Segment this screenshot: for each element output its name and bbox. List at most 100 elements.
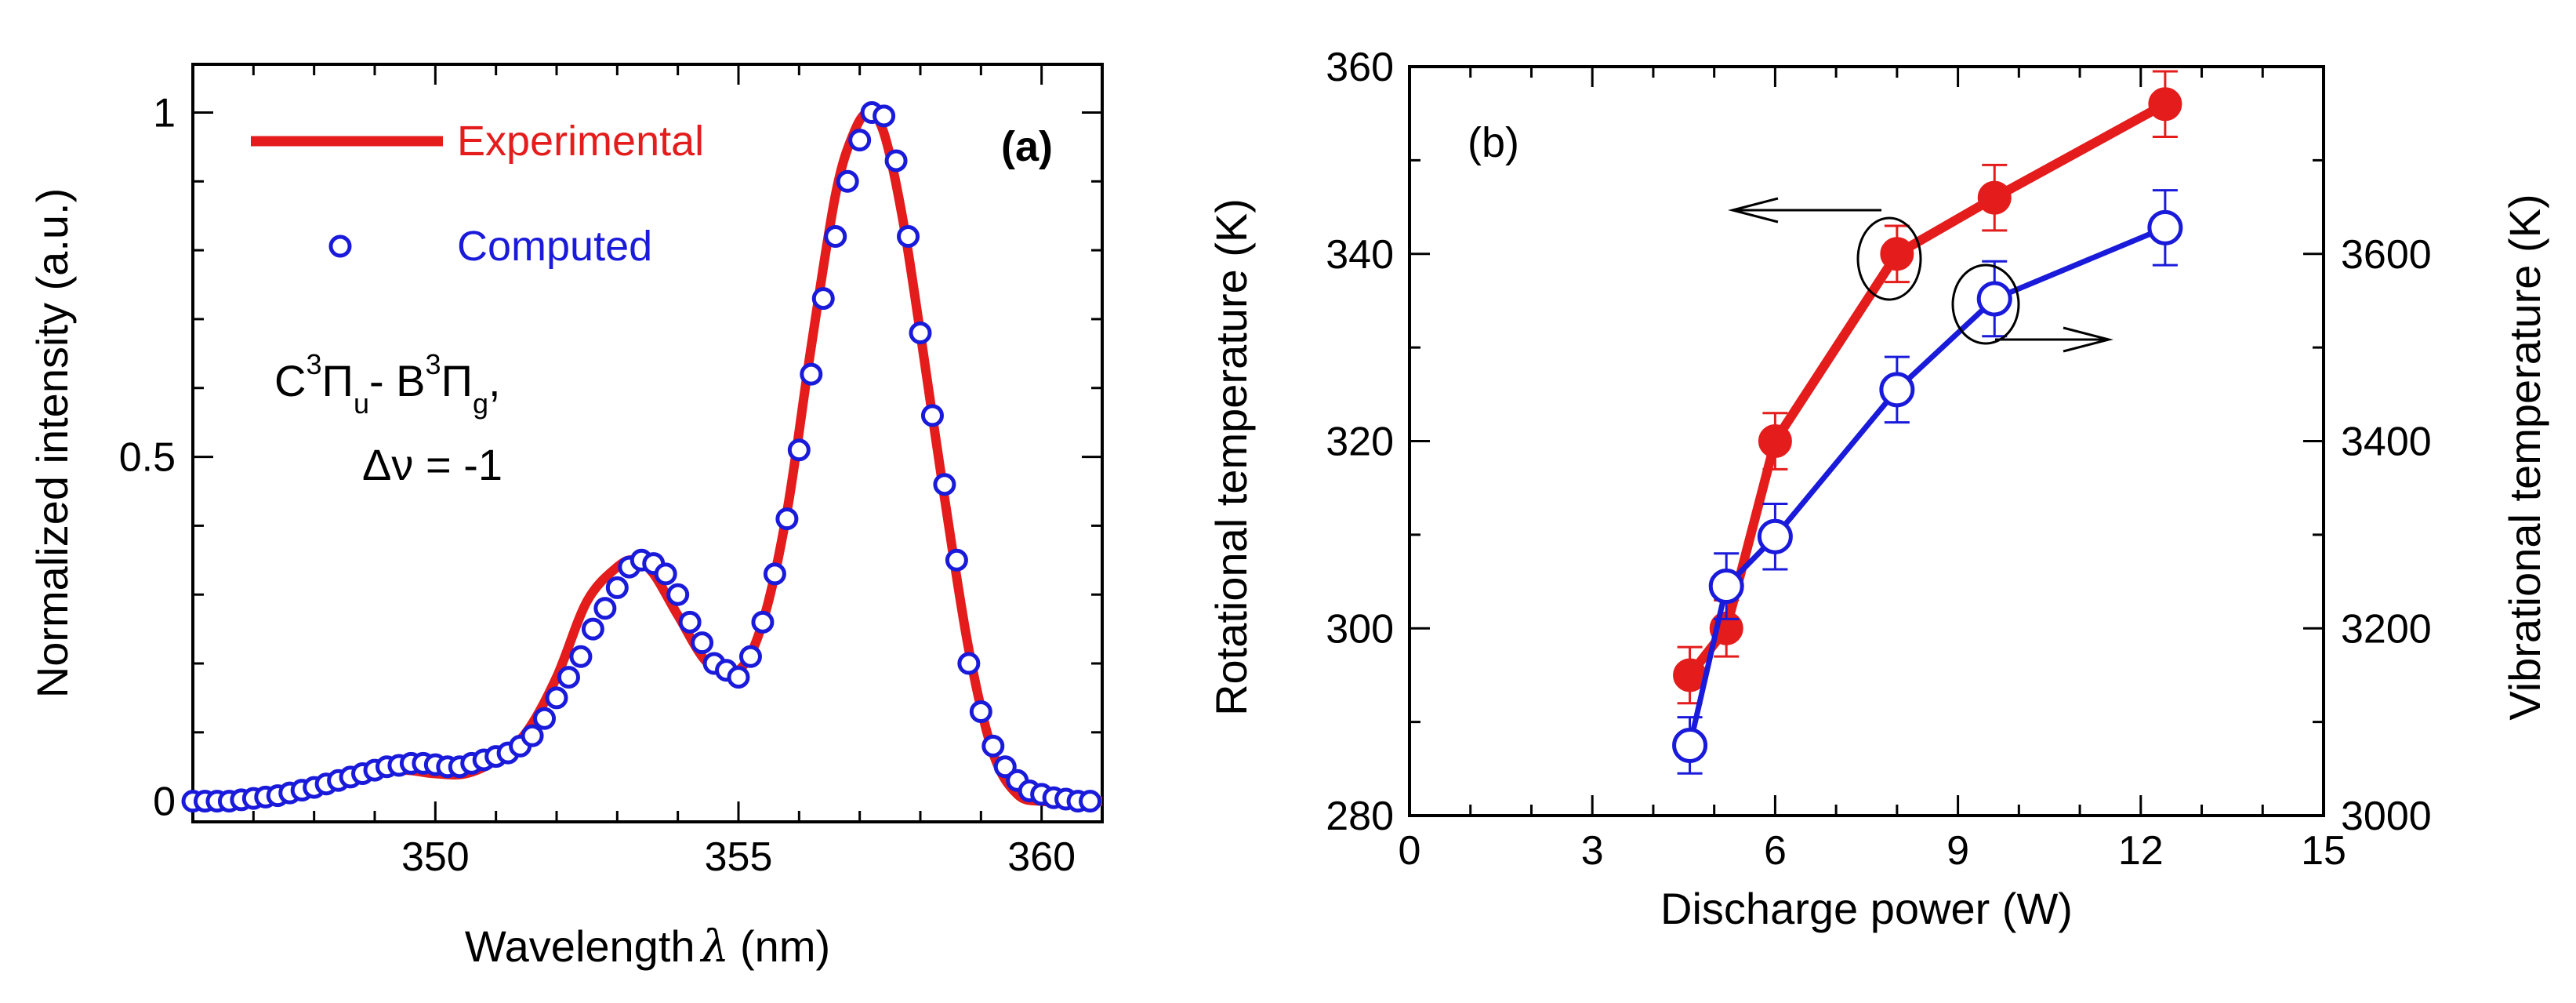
rotational-temperature-point (2148, 87, 2182, 122)
computed-point (811, 287, 835, 311)
vibrational-arrow-head (2063, 326, 2113, 353)
y-tick-label-left: 360 (1326, 45, 1394, 90)
x-axis-title-lambda: λ (700, 921, 730, 972)
transition-label: C3Πu- B3Πg, (274, 348, 501, 420)
x-tick-label: 9 (1947, 828, 1969, 874)
panel-b: 0 3 6 9 12 152803003203403603000320034003600 … (1206, 45, 2549, 933)
vibrational-temperature-point (2147, 209, 2183, 245)
computed-point (763, 562, 786, 586)
panel-a-plot-frame (191, 63, 1104, 823)
transition-g-sub: g (473, 387, 488, 420)
y-tick-label: 0 (153, 780, 176, 825)
delta-v-label: Δν = -1 (362, 440, 503, 489)
x-tick-label: 360 (1007, 834, 1076, 880)
y-tick-label-left: 340 (1326, 232, 1394, 278)
panel-b-y-axis-title: Rotational temperature (K) (1206, 198, 1256, 716)
transition-b: - B (369, 356, 426, 405)
transition-c: C (274, 356, 306, 405)
transition-pi-1: Π (321, 356, 353, 405)
computed-point (678, 610, 702, 634)
panel-b-series (1672, 70, 2183, 775)
computed-point (533, 707, 557, 730)
x-tick-label: 15 (2301, 828, 2346, 874)
delta-v-value: = -1 (413, 440, 503, 489)
computed-point (666, 583, 690, 606)
computed-point (787, 438, 811, 462)
rotational-temperature-line (1685, 100, 2168, 678)
x-tick-label: 350 (401, 834, 470, 880)
panel-b-x-axis-title: Discharge power (W) (1660, 884, 2073, 933)
panel-a-tick-labels: 350 355 360 0 0.5 1 (119, 90, 1076, 880)
panel-a-label: (a) (1001, 123, 1053, 170)
delta-v-symbol: Δν (362, 440, 413, 489)
transition-pi-2: Π (441, 356, 473, 405)
y-tick-label-left: 320 (1326, 420, 1394, 465)
computed-point (909, 321, 932, 344)
rotational-arrow (1728, 197, 1922, 301)
legend-computed-label: Computed (457, 223, 652, 270)
transition-comma: , (488, 356, 501, 405)
computed-point (691, 631, 714, 655)
computed-point (993, 755, 1017, 779)
legend-computed-marker (328, 234, 352, 258)
panel-a: 350 355 360 0 0.5 1 (a) Experimental Computed… (27, 63, 1104, 972)
y-tick-label-right: 3600 (2341, 232, 2432, 278)
panel-a-series (181, 100, 1102, 813)
computed-point (824, 225, 847, 249)
panel-a-legend: Experimental Computed (251, 118, 704, 270)
computed-point (836, 169, 859, 193)
computed-point (654, 562, 677, 586)
panel-b-tick-labels: 0 3 6 9 12 15 280 300 320 340 360 3000 3200 3400 3600 (1326, 45, 2431, 874)
vibrational-temperature-point (1708, 569, 1744, 605)
panel-a-ticks (191, 64, 1104, 822)
panel-a-y-axis-title: Normalized intensity (a.u.) (27, 188, 77, 698)
x-tick-label: 12 (2118, 828, 2164, 874)
transition-c-sup: 3 (306, 348, 321, 380)
y-tick-label-right: 3200 (2341, 606, 2432, 652)
x-axis-title-unit: (nm) (740, 921, 830, 971)
vibrational-temperature-line (1687, 225, 2167, 747)
rotational-temperature-point (1880, 237, 1914, 271)
computed-point (569, 645, 593, 668)
computed-point (800, 362, 823, 386)
computed-point (1079, 790, 1102, 813)
y-tick-label-right: 3400 (2341, 420, 2432, 465)
y-tick-label: 0.5 (119, 435, 176, 481)
legend-experimental-label: Experimental (457, 118, 704, 165)
y-tick-label-right: 3000 (2341, 794, 2432, 839)
vibrational-highlight-ellipse (1951, 263, 2020, 345)
panel-b-ticks (1408, 65, 2325, 817)
computed-point (884, 149, 908, 173)
y-tick-label-left: 280 (1326, 794, 1394, 839)
vibrational-temperature-point (1879, 372, 1915, 408)
computed-point (605, 576, 629, 599)
vibrational-temperature-point (1976, 281, 2012, 317)
computed-point (933, 473, 956, 496)
panel-b-y-right-axis-title: Vibrational temperature (K) (2500, 194, 2549, 720)
computed-point (969, 700, 992, 723)
computed-point (738, 645, 762, 668)
x-tick-label: 0 (1399, 828, 1421, 874)
panel-a-x-axis-title: Wavelength λ (nm) (465, 921, 830, 972)
panel-b-label: (b) (1468, 119, 1519, 166)
computed-point (873, 104, 896, 128)
computed-point (593, 597, 617, 620)
computed-point (775, 507, 799, 531)
computed-point (981, 734, 1005, 758)
computed-point (920, 404, 944, 427)
rotational-highlight-ellipse (1856, 216, 1922, 301)
rotational-arrow-head (1728, 197, 1779, 223)
transition-u-sub: u (354, 387, 369, 420)
computed-point (521, 724, 544, 747)
experimental-line (192, 107, 1102, 807)
vibrational-arrow (1951, 263, 2113, 353)
x-tick-label: 355 (705, 834, 773, 880)
vibrational-temperature-point (1672, 727, 1708, 763)
computed-point (727, 666, 750, 689)
y-tick-label: 1 (153, 90, 176, 136)
computed-point (897, 225, 920, 249)
computed-point (557, 666, 580, 689)
vibrational-temperature-point (1757, 518, 1793, 554)
panel-b-plot-frame (1408, 65, 2325, 817)
